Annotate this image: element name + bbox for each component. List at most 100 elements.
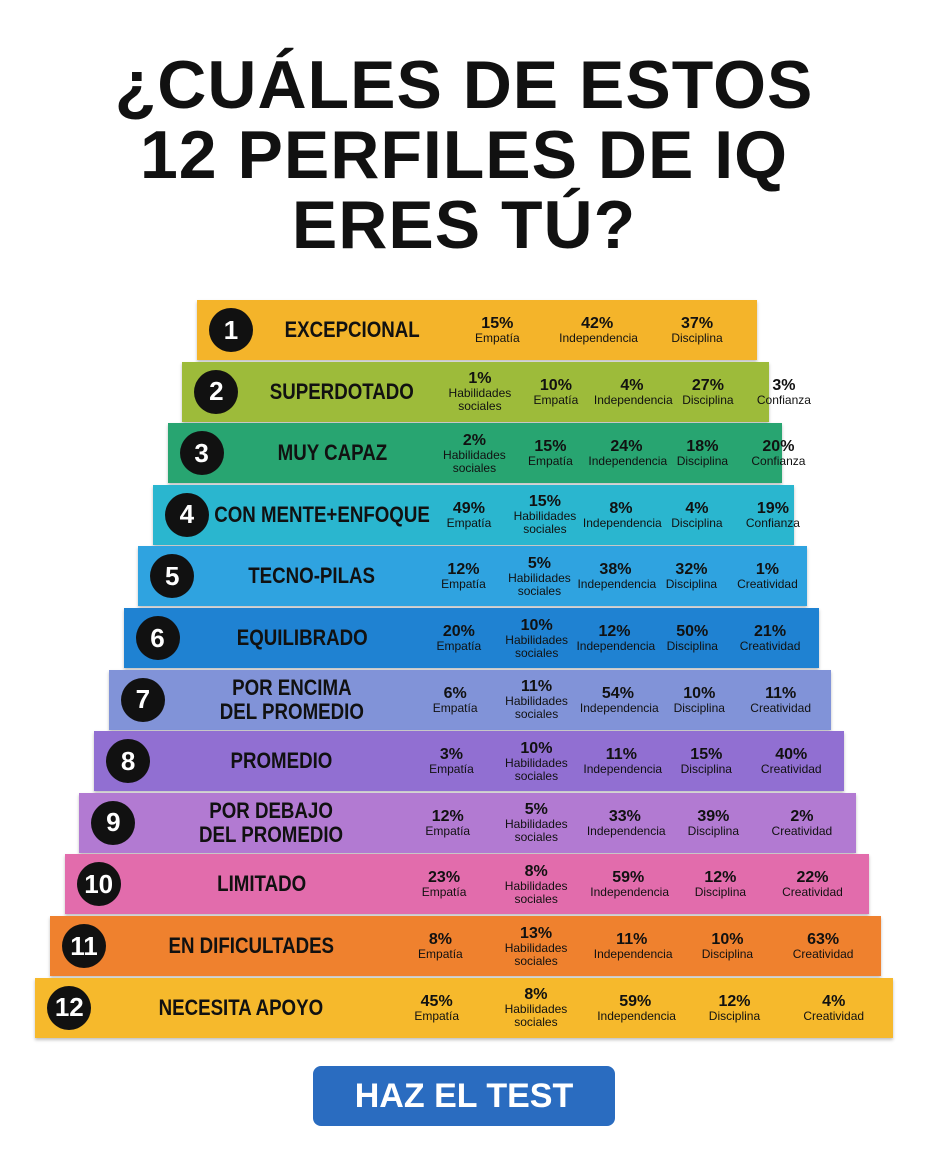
stat-label: Empatía: [429, 762, 474, 777]
stat-value: 15%: [690, 746, 723, 764]
stat-label: Habilidades sociales: [505, 632, 569, 660]
stat-value: 12%: [431, 807, 464, 825]
level-row: 3 MUY CAPAZ 2% Habilidades sociales 15% Empat…: [167, 423, 805, 484]
level-stats: 12% Empatía 5% Habilidades sociales 38% Indep…: [425, 546, 798, 606]
stat: 39% Disciplina: [675, 808, 751, 838]
level-number: 6: [135, 616, 180, 660]
stat: 20% Confianza: [740, 438, 816, 468]
stat-label: Disciplina: [665, 577, 718, 592]
stat-label: Empatía: [432, 700, 478, 715]
stat-value: 15%: [528, 493, 561, 511]
level-row: 2 SUPERDOTADO 1% Habilidades sociales 10% Emp…: [182, 361, 811, 422]
stat: 23% Empatía: [406, 869, 482, 899]
stat-label: Creatividad: [737, 577, 798, 592]
level-row: 11 EN DIFICULTADES 8% Empatía 13% Habilidades…: [50, 916, 881, 976]
level-stats: 23% Empatía 8% Habilidades sociales 59% Indep…: [398, 854, 859, 914]
title-line: ERES TÚ?: [291, 187, 637, 263]
stat-value: 59%: [612, 869, 645, 887]
stat-value: 22%: [796, 869, 829, 887]
stat-value: 6%: [443, 684, 467, 702]
level-name-line: EXCEPCIONAL: [284, 317, 420, 342]
test-button[interactable]: HAZ EL TEST: [313, 1066, 615, 1126]
level-number: 3: [179, 431, 224, 476]
title-line: 12 PERFILES DE IQ: [139, 117, 789, 193]
stat-value: 45%: [420, 992, 453, 1010]
level-row: 8 PROMEDIO 3% Empatía 10% Habilidades sociale…: [94, 731, 844, 792]
stat-value: 20%: [442, 623, 475, 640]
level-number: 1: [209, 308, 253, 352]
stat: 12% Empatía: [410, 808, 486, 838]
stat: 42% Independencia: [559, 315, 638, 345]
stat: 1% Creatividad: [729, 561, 805, 591]
stat: 6% Empatía: [417, 685, 493, 715]
stat-label: Disciplina: [708, 1008, 761, 1023]
stat: 10% Habilidades sociales: [499, 617, 575, 660]
level-stats: 12% Empatía 5% Habilidades sociales 33% Indep…: [404, 793, 847, 853]
stat-label: Habilidades sociales: [504, 1002, 568, 1030]
stat: 15% Empatía: [512, 438, 588, 468]
level-number: 8: [106, 739, 151, 784]
stat: 4% Creatividad: [796, 993, 872, 1023]
stat-label: Disciplina: [666, 639, 718, 653]
stat: 15% Empatía: [459, 315, 535, 345]
stat-label: Independencia: [582, 515, 662, 530]
stat-label: Independencia: [577, 577, 657, 592]
stat-label: Habilidades sociales: [443, 447, 506, 475]
stat-value: 50%: [676, 623, 709, 640]
stat-label: Disciplina: [682, 392, 734, 407]
stat: 10% Disciplina: [661, 685, 737, 715]
level-name: PROMEDIO: [173, 731, 390, 791]
stat-value: 32%: [675, 561, 708, 579]
stat-value: 1%: [755, 561, 779, 579]
stat-value: 11%: [520, 678, 553, 696]
level-row: 7 POR ENCIMA DEL PROMEDIO 6% Empatía 11% Habil…: [108, 669, 832, 730]
stat-value: 21%: [754, 623, 787, 640]
level-name-line: DEL PROMEDIO: [219, 698, 364, 724]
level-name-line: EQUILIBRADO: [236, 625, 368, 650]
stat-value: 10%: [520, 616, 553, 634]
stat-label: Independencia: [576, 639, 656, 653]
level-number: 4: [164, 492, 209, 537]
stat: 20% Empatía: [421, 623, 497, 653]
level-number: 7: [120, 677, 165, 722]
level-stats: 6% Empatía 11% Habilidades sociales 54% Indep…: [414, 670, 821, 730]
stat-value: 3%: [439, 746, 464, 764]
stat-label: Habilidades sociales: [513, 509, 577, 537]
stat: 19% Confianza: [735, 500, 811, 530]
level-name-line: NECESITA APOYO: [158, 994, 324, 1020]
stat-label: Habilidades sociales: [505, 755, 568, 783]
stat: 5% Habilidades sociales: [498, 801, 574, 844]
stat-label: Habilidades sociales: [508, 570, 571, 598]
stat-label: Habilidades sociales: [448, 386, 512, 414]
stat-label: Independencia: [593, 392, 673, 407]
stat: 12% Empatía: [425, 561, 501, 591]
level-number: 2: [194, 369, 239, 414]
stat-value: 19%: [756, 499, 789, 517]
stat-label: Creatividad: [739, 639, 801, 653]
stat: 3% Empatía: [413, 746, 489, 776]
stat: 13% Habilidades sociales: [498, 925, 574, 968]
stat-value: 10%: [520, 739, 553, 757]
level-name-line: EN DIFICULTADES: [168, 933, 335, 958]
stat-value: 11%: [616, 931, 648, 948]
stat: 54% Independencia: [580, 685, 659, 715]
stat-label: Empatía: [418, 947, 463, 961]
stat: 8% Independencia: [582, 500, 662, 530]
stat-value: 4%: [685, 499, 709, 517]
stat-value: 49%: [452, 499, 485, 517]
stat-label: Independencia: [588, 454, 668, 469]
stat-label: Confianza: [751, 454, 806, 469]
level-name-line: LIMITADO: [216, 871, 306, 897]
stat-label: Habilidades sociales: [504, 878, 568, 906]
stat: 24% Independencia: [588, 438, 668, 469]
stat: 10% Empatía: [518, 377, 594, 407]
stat: 4% Disciplina: [659, 500, 735, 530]
stat-value: 12%: [718, 992, 751, 1010]
stat: 2% Habilidades sociales: [436, 432, 512, 475]
level-row: 12 NECESITA APOYO 45% Empatía 8% Habilidades …: [35, 977, 894, 1038]
level-name-line: DEL PROMEDIO: [199, 821, 344, 847]
stat: 11% Independencia: [594, 931, 673, 961]
level-name: POR ENCIMA DEL PROMEDIO: [187, 670, 396, 730]
stat-value: 15%: [481, 315, 514, 332]
stat-label: Creatividad: [782, 885, 843, 900]
